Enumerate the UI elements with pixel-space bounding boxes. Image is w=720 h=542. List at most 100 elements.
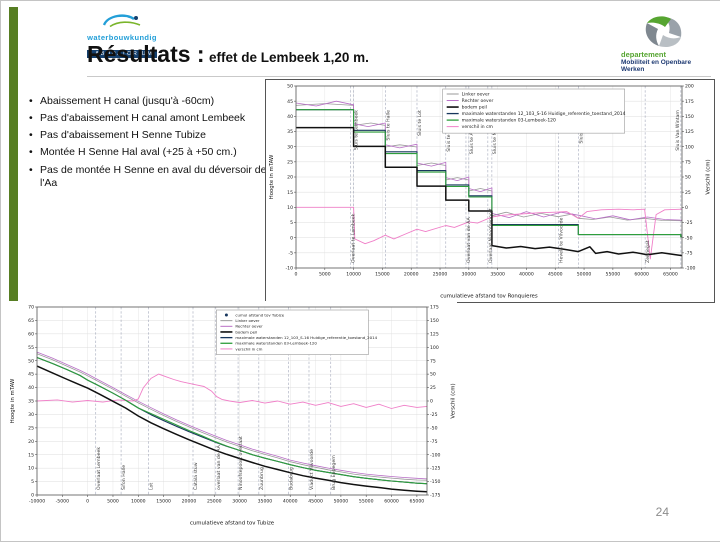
bullet-item: • Montée H Senne Hal aval (+25 à +50 cm.) xyxy=(29,146,269,159)
laboratorium-logo-text: LABORATORIUM xyxy=(86,50,158,58)
bullet-item: • Pas d'abaissement H canal amont Lembeek xyxy=(29,112,269,125)
bullet-marker: • xyxy=(29,95,33,107)
svg-text:Verschil (cm): Verschil (cm) xyxy=(706,159,712,194)
svg-text:-10: -10 xyxy=(285,266,293,272)
svg-text:-125: -125 xyxy=(430,466,441,472)
mow-logo-icon xyxy=(645,16,682,47)
svg-text:Overlaat te Lembeek: Overlaat te Lembeek xyxy=(351,213,357,263)
waterbouwkundig-logo-icon xyxy=(102,14,141,28)
svg-text:-5000: -5000 xyxy=(56,499,69,505)
svg-text:-150: -150 xyxy=(430,479,441,485)
svg-text:Sluis te Halle: Sluis te Halle xyxy=(385,110,391,141)
svg-text:40000: 40000 xyxy=(519,272,534,278)
svg-text:Budabrug: Budabrug xyxy=(289,467,295,490)
svg-text:Sluis Van Wintam: Sluis Van Wintam xyxy=(675,110,681,151)
svg-text:Verschil (cm): Verschil (cm) xyxy=(451,383,457,418)
svg-text:Overlaat Ninoofsepoort: Overlaat Ninoofsepoort xyxy=(488,208,494,263)
svg-text:0: 0 xyxy=(685,205,688,211)
svg-text:100: 100 xyxy=(430,345,439,351)
svg-text:-50: -50 xyxy=(685,235,693,241)
svg-text:35000: 35000 xyxy=(490,272,505,278)
svg-text:10: 10 xyxy=(287,205,293,211)
waterbouwkundig-logo: waterbouwkundig LABORATORIUM xyxy=(75,13,169,60)
svg-text:Zuunbrug: Zuunbrug xyxy=(259,467,265,490)
bullet-item: • Abaissement H canal (jusqu'à -60cm) xyxy=(29,95,269,108)
svg-text:25: 25 xyxy=(28,425,34,431)
page-number: 24 xyxy=(655,505,669,519)
svg-text:maximale waterstanden 12_103_S: maximale waterstanden 12_103_S-16 Huidig… xyxy=(235,335,377,340)
svg-text:55000: 55000 xyxy=(359,499,374,505)
svg-text:50: 50 xyxy=(287,84,293,90)
svg-text:40: 40 xyxy=(28,385,34,391)
bullet-marker: • xyxy=(29,112,33,125)
svg-text:15: 15 xyxy=(287,190,293,196)
svg-text:65000: 65000 xyxy=(410,499,425,505)
svg-text:150: 150 xyxy=(430,318,439,324)
svg-text:Sluis te Lembeek: Sluis te Lembeek xyxy=(354,110,360,150)
svg-text:25: 25 xyxy=(430,385,436,391)
svg-text:125: 125 xyxy=(685,129,694,135)
svg-text:-50: -50 xyxy=(430,425,438,431)
svg-text:15000: 15000 xyxy=(156,499,171,505)
svg-text:cumulatieve afstand tov Tubize: cumulatieve afstand tov Tubize xyxy=(190,521,275,527)
svg-text:15: 15 xyxy=(28,452,34,458)
svg-text:25: 25 xyxy=(287,159,293,165)
svg-text:verschil in cm: verschil in cm xyxy=(235,346,262,351)
page-title: Résultats : effet de Lembeek 1,20 m. xyxy=(87,41,369,68)
svg-text:45000: 45000 xyxy=(308,499,323,505)
svg-text:70: 70 xyxy=(28,305,34,311)
svg-text:40000: 40000 xyxy=(283,499,298,505)
svg-text:50: 50 xyxy=(28,358,34,364)
svg-text:75: 75 xyxy=(685,159,691,165)
bullet-text: Pas de montée H Senne en aval du déverso… xyxy=(40,163,267,189)
svg-text:40: 40 xyxy=(287,114,293,120)
svg-text:50000: 50000 xyxy=(334,499,349,505)
svg-text:50: 50 xyxy=(685,175,691,181)
svg-text:Hoogte in mTAW: Hoogte in mTAW xyxy=(10,378,16,423)
svg-text:20: 20 xyxy=(28,439,34,445)
svg-text:-100: -100 xyxy=(685,266,696,272)
title-sub: effet de Lembeek 1,20 m. xyxy=(209,50,369,65)
svg-text:30: 30 xyxy=(287,144,293,150)
svg-text:-75: -75 xyxy=(685,250,693,256)
svg-text:overlaat van de AA: overlaat van de AA xyxy=(216,444,222,490)
bullet-marker: • xyxy=(29,163,33,176)
svg-text:55: 55 xyxy=(28,345,34,351)
bullet-marker: • xyxy=(29,129,33,142)
svg-text:Lot: Lot xyxy=(148,483,154,490)
waterbouwkundig-logo-text: waterbouwkundig xyxy=(87,33,157,42)
svg-text:cumul afstand tov Tubize: cumul afstand tov Tubize xyxy=(235,312,284,317)
svg-text:50: 50 xyxy=(430,372,436,378)
svg-text:25: 25 xyxy=(685,190,691,196)
svg-text:-25: -25 xyxy=(430,412,438,418)
svg-text:35: 35 xyxy=(287,129,293,135)
canal-chart: -10-505101520253035404550-100-75-50-2502… xyxy=(269,84,712,300)
svg-text:100: 100 xyxy=(685,144,694,150)
svg-text:Sluis te Lot: Sluis te Lot xyxy=(417,110,423,136)
accent-bar xyxy=(9,7,18,361)
svg-text:25000: 25000 xyxy=(207,499,222,505)
bullet-text: Montée H Senne Hal aval (+25 à +50 cm.) xyxy=(40,146,237,159)
svg-text:75: 75 xyxy=(430,358,436,364)
svg-text:Sifon Halle: Sifon Halle xyxy=(121,465,127,490)
svg-text:45000: 45000 xyxy=(548,272,563,278)
svg-text:Linker oever: Linker oever xyxy=(235,318,260,323)
bullet-item: • Pas d'abaissement H Senne Tubize xyxy=(29,129,269,142)
senne-chart: 0 5 10 15 20 25 30 35 40 45 50 55 60 65 70 -175 -150 -125… xyxy=(10,305,457,527)
svg-text:15000: 15000 xyxy=(375,272,390,278)
svg-text:maximale waterstanden 03-Lembe: maximale waterstanden 03-Lembeek-120 xyxy=(235,341,317,346)
svg-text:-175: -175 xyxy=(430,493,441,499)
title-underline xyxy=(87,76,711,77)
svg-text:35: 35 xyxy=(28,399,34,405)
title-main: Résultats : xyxy=(87,41,205,67)
mow-logo: departement Mobiliteit en Openbare Werke… xyxy=(621,15,705,73)
svg-text:10000: 10000 xyxy=(346,272,361,278)
svg-text:Brug Eppegem: Brug Eppegem xyxy=(331,455,337,490)
svg-text:0: 0 xyxy=(31,493,34,499)
svg-text:maximale waterstanden 03-Lembe: maximale waterstanden 03-Lembeek-120 xyxy=(462,118,556,124)
svg-text:Zennegat: Zennegat xyxy=(645,240,651,263)
svg-text:cumulatieve afstand tov Ronqui: cumulatieve afstand tov Ronquieres xyxy=(440,294,538,300)
bullet-text: Pas d'abaissement H Senne Tubize xyxy=(40,129,207,142)
svg-text:20000: 20000 xyxy=(182,499,197,505)
